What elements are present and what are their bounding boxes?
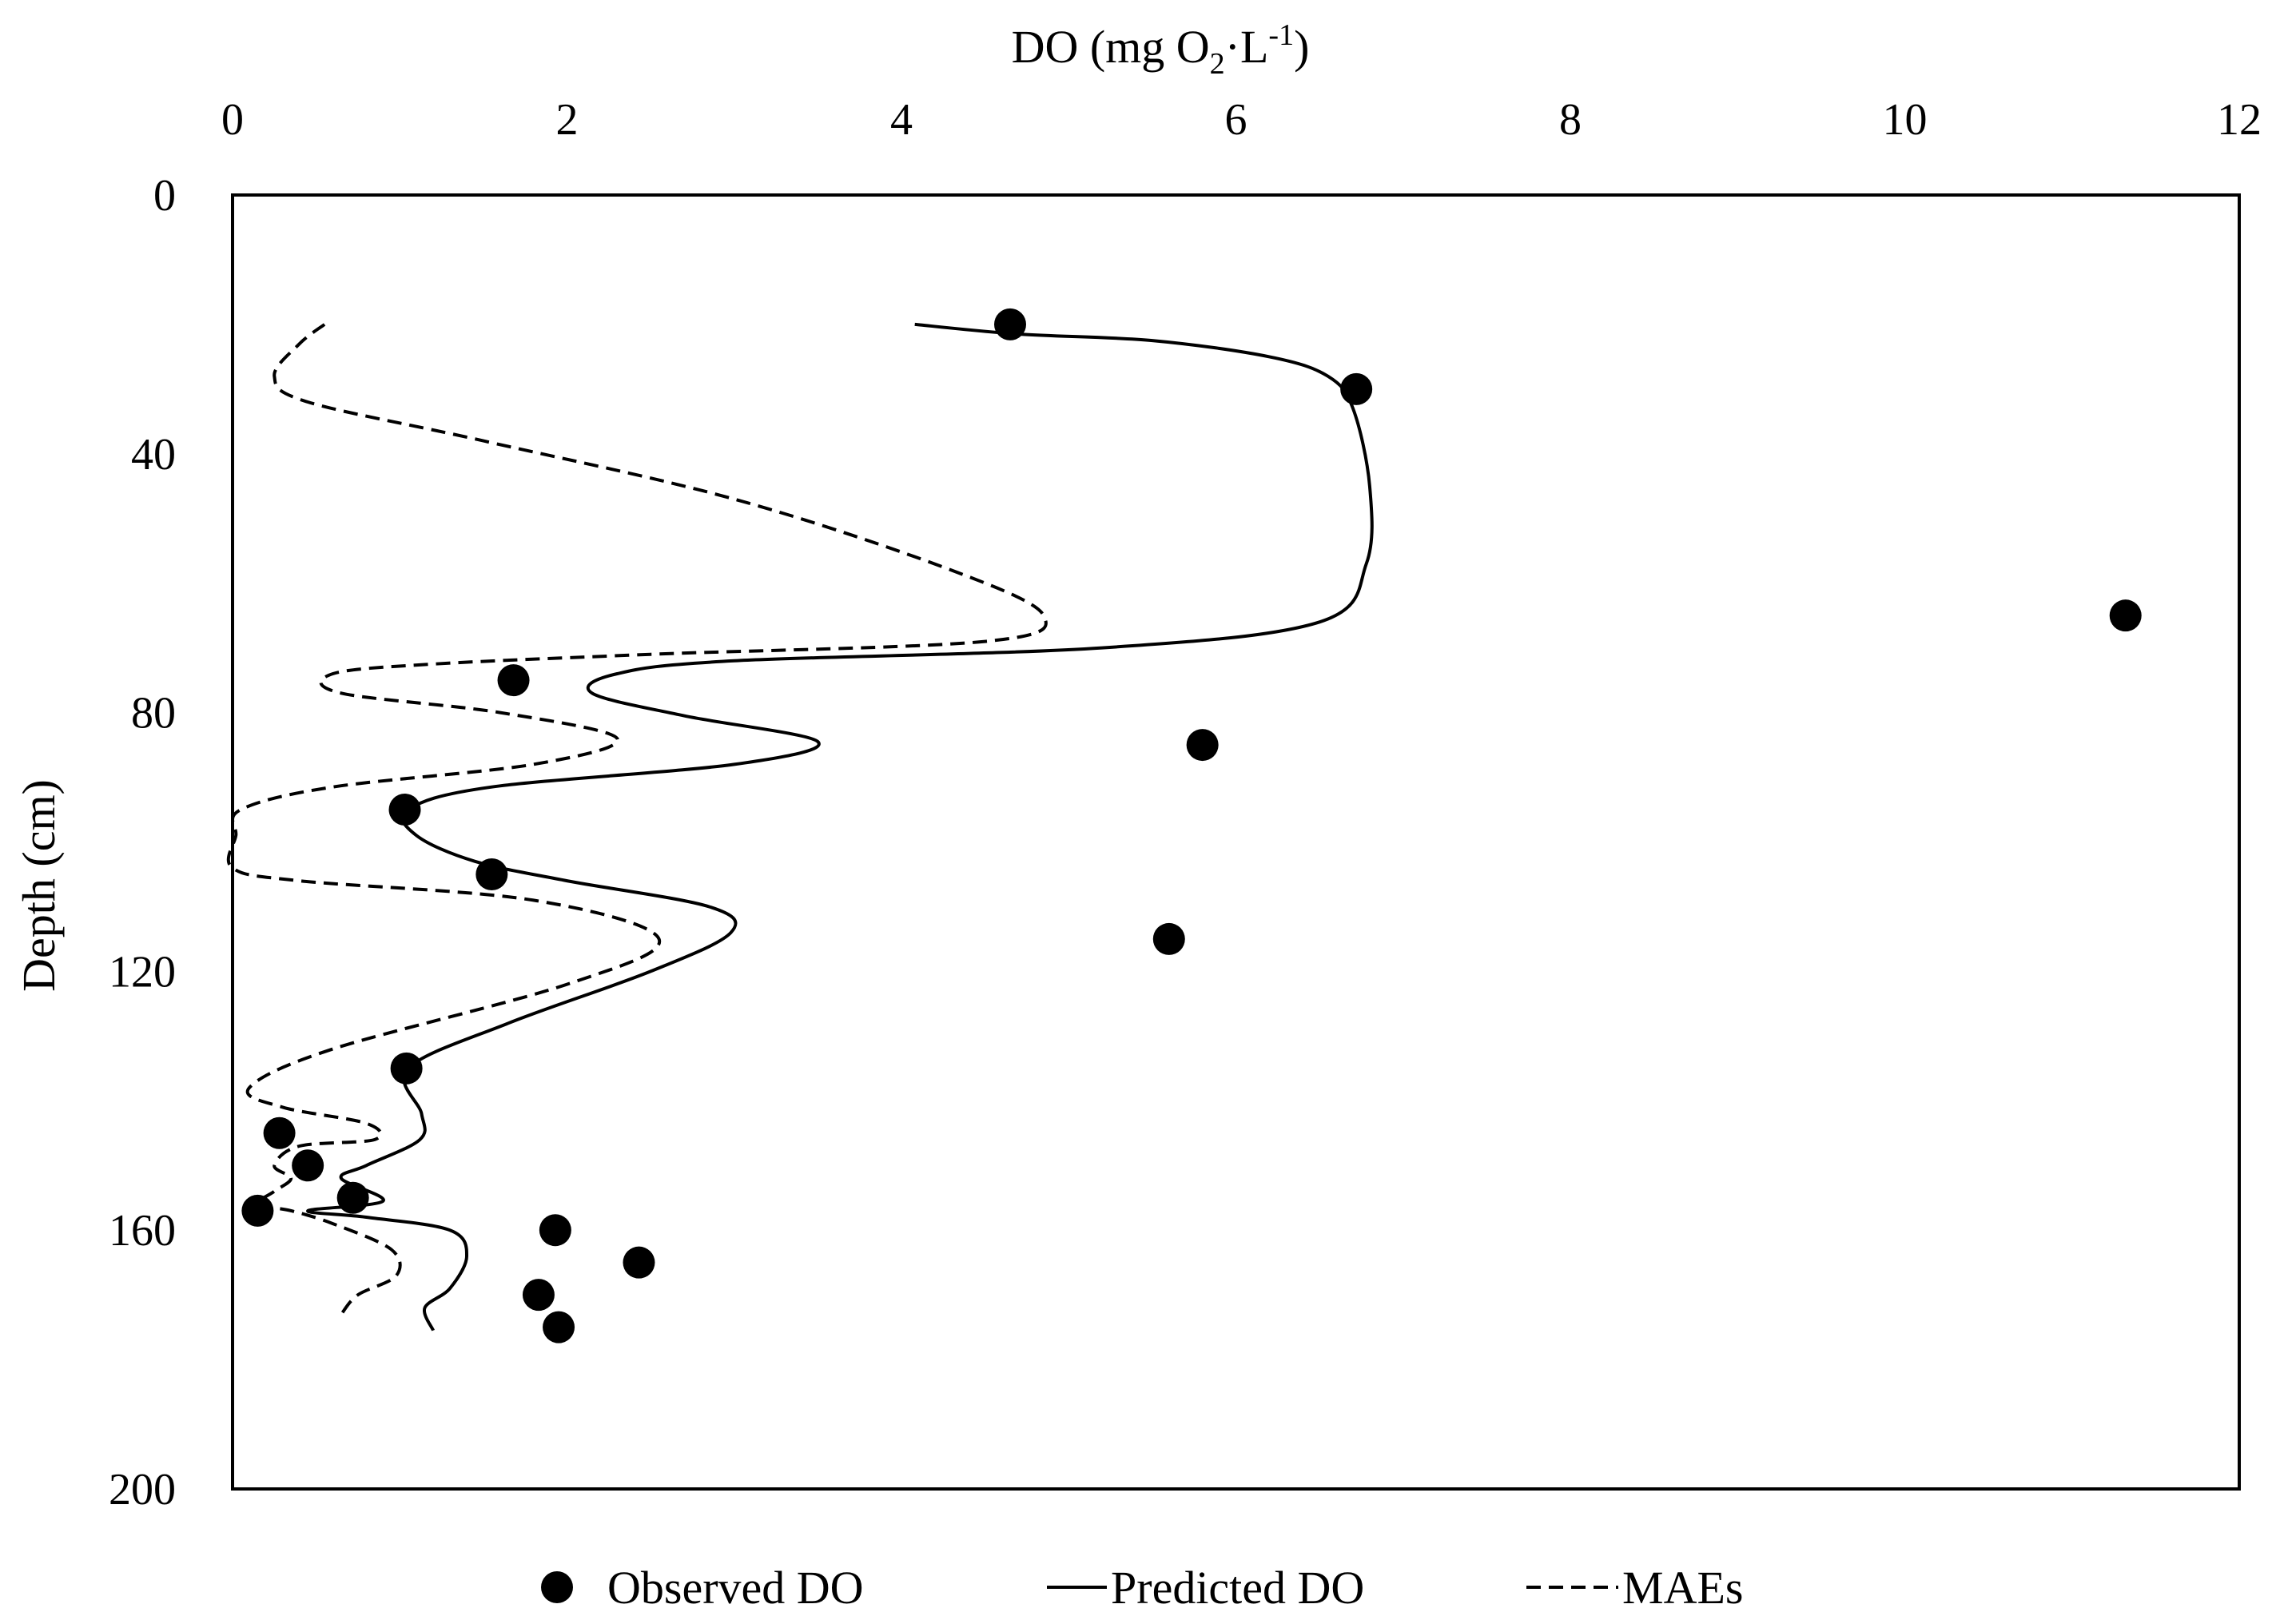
plot-area-frame [231, 193, 2241, 1491]
x-axis-title: DO (mg O2·L-1) [1012, 18, 1310, 81]
x-tick-label: 0 [221, 95, 244, 145]
observed-do-point [522, 1279, 555, 1312]
observed-do-point [336, 1181, 369, 1214]
observed-do-point [539, 1214, 571, 1247]
observed-do-point [623, 1246, 655, 1279]
observed-do-point [390, 1052, 423, 1085]
maes-line [226, 323, 1048, 1316]
y-tick-label: 0 [153, 171, 176, 221]
y-tick-labels: 0 40 80 120 160 200 [109, 171, 176, 1515]
observed-do-point [543, 1311, 575, 1343]
y-tick-label: 120 [109, 947, 176, 997]
x-tick-label: 12 [2217, 95, 2262, 145]
observed-do-point [1340, 372, 1373, 405]
observed-do-point [241, 1194, 274, 1227]
observed-do-point [2109, 599, 2142, 632]
observed-do-point [475, 858, 508, 890]
x-tick-label: 10 [1883, 95, 1928, 145]
y-tick-label: 40 [131, 430, 176, 480]
predicted-do-line [306, 322, 1374, 1331]
legend-observed-marker [541, 1571, 573, 1603]
legend-predicted-label: Predicted DO [1111, 1562, 1364, 1614]
y-tick-label: 200 [109, 1465, 176, 1515]
x-tick-label: 8 [1559, 95, 1582, 145]
x-tick-labels: 0 2 4 6 8 10 12 [221, 95, 2262, 145]
legend: Observed DO Predicted DO MAEs [541, 1562, 1743, 1614]
legend-maes-label: MAEs [1622, 1562, 1743, 1614]
legend-observed-label: Observed DO [607, 1562, 864, 1614]
observed-do-point [497, 664, 530, 697]
series-lines [226, 322, 1374, 1331]
observed-points [241, 308, 2142, 1343]
x-tick-label: 4 [890, 95, 913, 145]
y-axis-title: Depth (cm) [13, 779, 65, 992]
observed-do-point [263, 1116, 296, 1149]
y-tick-label: 80 [131, 689, 176, 738]
x-tick-label: 6 [1225, 95, 1247, 145]
observed-do-point [1152, 922, 1185, 955]
observed-do-point [1186, 729, 1219, 762]
y-tick-label: 160 [109, 1206, 176, 1256]
observed-do-point [388, 794, 421, 826]
observed-do-point [292, 1149, 324, 1182]
x-tick-label: 2 [556, 95, 579, 145]
observed-do-point [994, 308, 1027, 340]
